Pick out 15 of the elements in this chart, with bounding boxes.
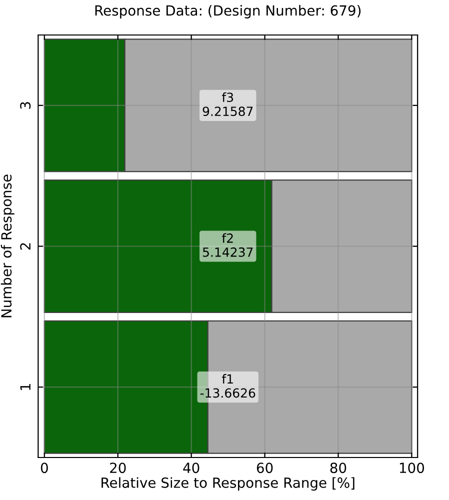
chart-title: Response Data: (Design Number: 679) (95, 5, 361, 18)
annotation: f1 -13.6626 (200, 374, 256, 398)
x-tick-label: 80 (330, 462, 346, 474)
x-tick-label: 40 (183, 462, 200, 474)
x-tick-label: 60 (256, 462, 273, 474)
annotation: f3 9.21587 (202, 92, 253, 116)
y-axis-title: Number of Response (0, 174, 14, 318)
x-tick-label: 20 (110, 462, 126, 474)
x-axis-title: Relative Size to Response Range [%] (102, 477, 354, 491)
y-tick-label: 2 (20, 243, 30, 250)
y-tick-label: 1 (20, 384, 30, 390)
annotation: f2 5.14237 (202, 233, 253, 257)
x-tick-label: 0 (40, 462, 48, 474)
y-tick-label: 3 (20, 102, 31, 109)
x-tick-label: 100 (400, 462, 424, 474)
